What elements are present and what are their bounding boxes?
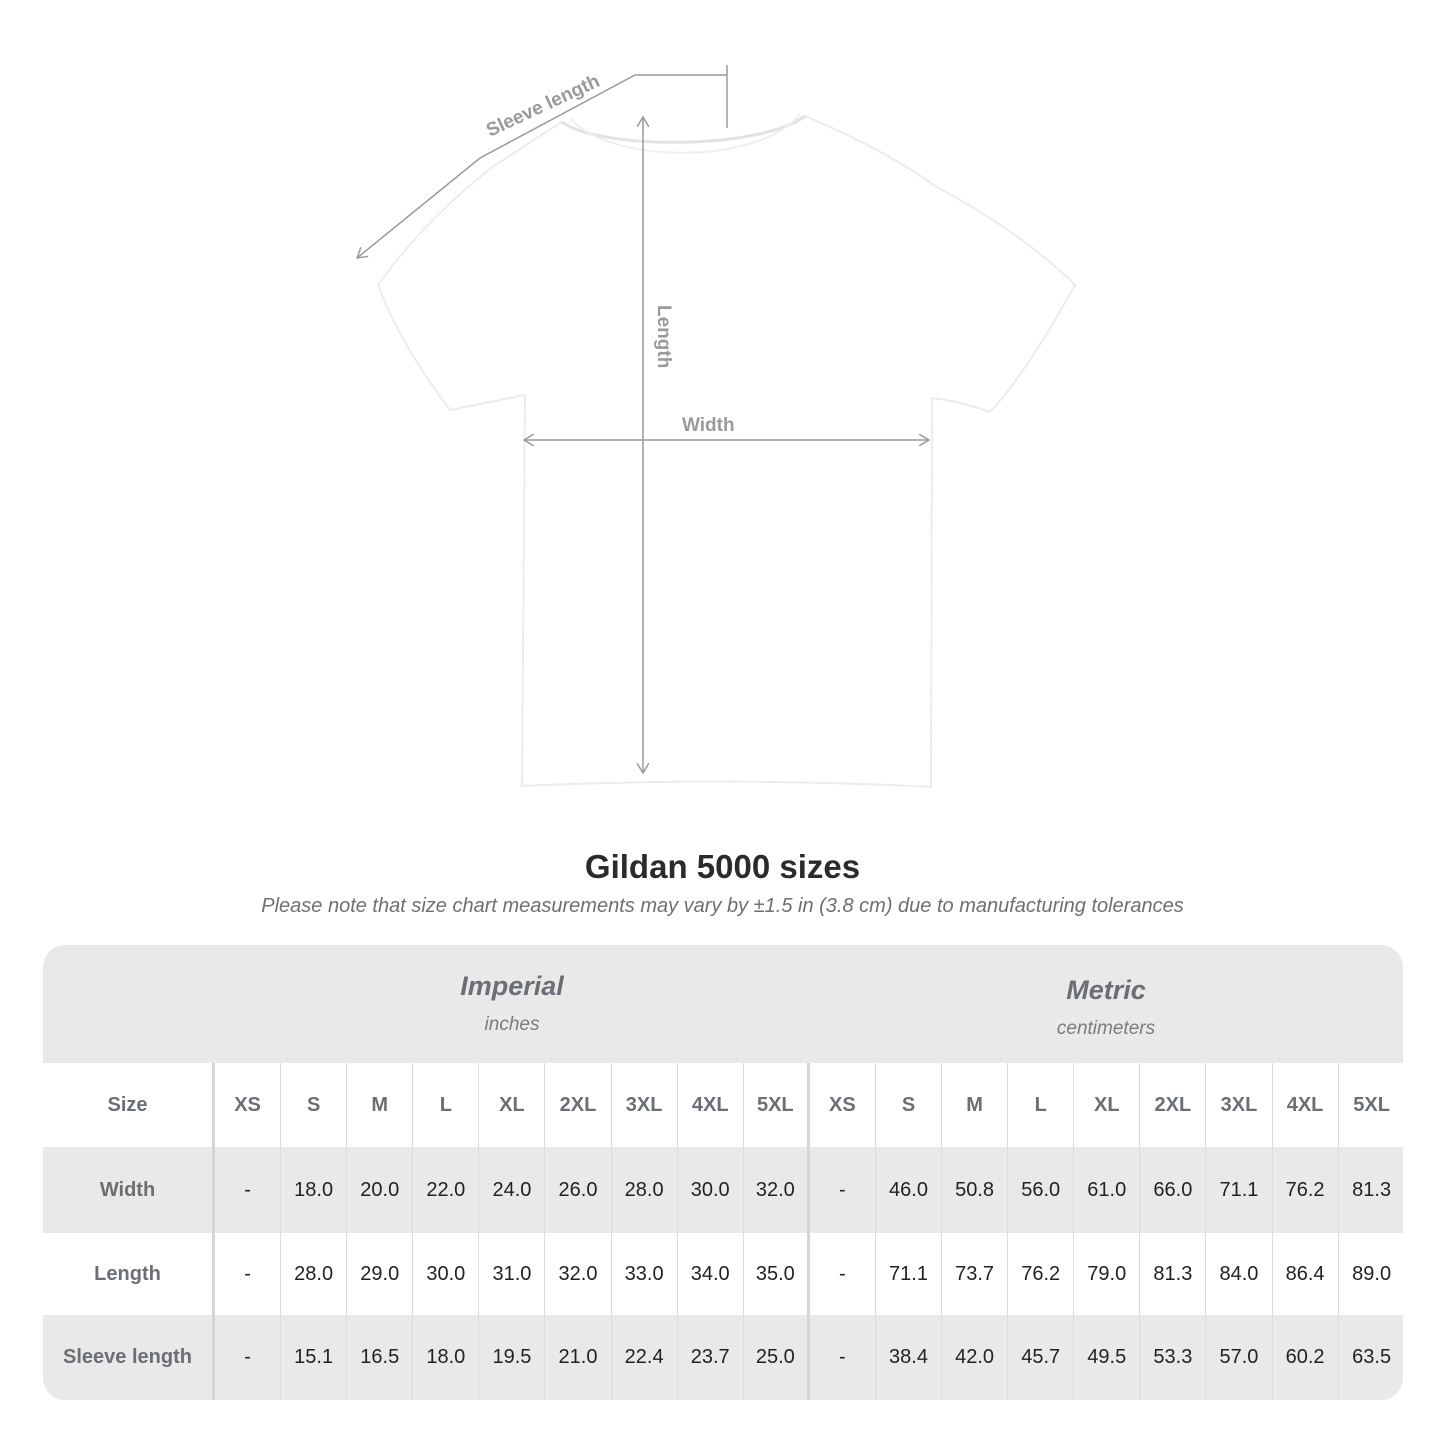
imperial-value-cell: 22.0 (413, 1147, 480, 1233)
imperial-value-cell: 23.7 (678, 1315, 744, 1400)
imperial-value-cell: 30.0 (413, 1233, 480, 1315)
metric-value-cell: 89.0 (1352, 1262, 1392, 1285)
imperial-value-cell: 21.0 (545, 1315, 612, 1400)
metric-label: Metric (1066, 975, 1146, 1005)
metric-value-cell: 81.3 (1352, 1178, 1392, 1201)
imperial-value-cell: 35.0 (744, 1233, 810, 1315)
metric-value-cell: 60.2 (1273, 1315, 1339, 1400)
imperial-value-cell: 20.0 (347, 1147, 414, 1233)
metric-value-cell: 46.0 (876, 1147, 943, 1233)
imperial-value-cell: - (215, 1147, 282, 1233)
metric-value-cell: 49.5 (1074, 1315, 1141, 1400)
row-label: Sleeve length (43, 1315, 215, 1400)
imperial-label: Imperial (460, 971, 564, 1001)
metric-size-header: 3XL (1206, 1063, 1273, 1147)
metric-size-header: XS (810, 1063, 876, 1147)
row-label: Width (43, 1147, 215, 1233)
metric-value-cell: 79.0 (1074, 1233, 1141, 1315)
imperial-value-cell: 32.0 (545, 1233, 612, 1315)
table-row: Width -18.0 20.0 22.0 24.0 26.0 28.0 30.0 32.0-4… (43, 1147, 1403, 1233)
imperial-size-header: L (413, 1063, 480, 1147)
metric-size-header: M (942, 1063, 1009, 1147)
tshirt-diagram: Sleeve length Length Width (0, 65, 1077, 789)
imperial-size-header: S (281, 1063, 348, 1147)
imperial-value-cell: 26.0 (545, 1147, 612, 1233)
metric-size-header: L (1008, 1063, 1075, 1147)
metric-value-cell: 86.4 (1273, 1233, 1339, 1315)
imperial-value-cell: 29.0 (347, 1233, 414, 1315)
imperial-size-header: XL (479, 1063, 546, 1147)
imperial-value-cell: - (215, 1315, 282, 1400)
table-row: Length -28.0 29.0 30.0 31.0 32.0 33.0 34.0 35.0-… (43, 1233, 1403, 1315)
metric-value-cell: - (810, 1233, 876, 1315)
metric-value-cell: 76.2 (1273, 1147, 1339, 1233)
metric-value-cell: 42.0 (942, 1315, 1009, 1400)
metric-value-cell: 57.0 (1206, 1315, 1273, 1400)
imperial-value-cell: - (215, 1233, 282, 1315)
metric-value-cell: - (810, 1147, 876, 1233)
metric-value-cell: 71.1 (876, 1233, 943, 1315)
metric-value-cell: 73.7 (942, 1233, 1009, 1315)
metric-size-header: 4XL (1273, 1063, 1339, 1147)
metric-value-cell: 66.0 (1140, 1147, 1207, 1233)
metric-size-header: 2XL (1140, 1063, 1207, 1147)
imperial-value-cell: 31.0 (479, 1233, 546, 1315)
metric-value-cell: 38.4 (876, 1315, 943, 1400)
imperial-value-cell: 16.5 (347, 1315, 414, 1400)
metric-value-cell: 50.8 (942, 1147, 1009, 1233)
table-header-row: Size XS S M L XL 2XL 3XL 4XL 5XL XS S M L XL 2XL 3XL 4XL 5… (43, 1063, 1403, 1147)
table-row: Sleeve length -15.1 16.5 18.0 19.5 21.0 22.4 23… (43, 1315, 1403, 1400)
metric-value-cell: 61.0 (1074, 1147, 1141, 1233)
imperial-size-header: 2XL (545, 1063, 612, 1147)
imperial-value-cell: 30.0 (678, 1147, 744, 1233)
metric-value-cell: 63.5 (1352, 1346, 1392, 1368)
metric-size-header: XL (1074, 1063, 1141, 1147)
metric-value-cell: 56.0 (1008, 1147, 1075, 1233)
sleeve-measure-line (357, 74, 727, 258)
metric-value-cell: 71.1 (1206, 1147, 1273, 1233)
imperial-unit: inches (484, 1014, 540, 1035)
size-table: Imperial inches Metric centimeters Size X… (43, 945, 1403, 1400)
imperial-value-cell: 18.0 (413, 1315, 480, 1400)
metric-size-header: 5XL (1353, 1093, 1390, 1116)
imperial-value-cell: 25.0 (744, 1315, 810, 1400)
imperial-value-cell: 28.0 (281, 1233, 348, 1315)
metric-value-cell: 53.3 (1140, 1315, 1207, 1400)
imperial-value-cell: 18.0 (281, 1147, 348, 1233)
imperial-header: Imperial inches (215, 945, 809, 1063)
imperial-value-cell: 32.0 (744, 1147, 810, 1233)
metric-value-cell: 76.2 (1008, 1233, 1075, 1315)
metric-value-cell: - (810, 1315, 876, 1400)
metric-value-cell: 84.0 (1206, 1233, 1273, 1315)
size-header: Size (43, 1063, 215, 1147)
imperial-value-cell: 34.0 (678, 1233, 744, 1315)
metric-size-header: S (876, 1063, 943, 1147)
tolerance-note: Please note that size chart measurements… (261, 895, 1184, 917)
row-label: Length (43, 1233, 215, 1315)
imperial-size-header: 3XL (612, 1063, 678, 1147)
imperial-value-cell: 19.5 (479, 1315, 546, 1400)
imperial-value-cell: 33.0 (612, 1233, 678, 1315)
metric-unit: centimeters (1056, 1018, 1156, 1039)
chart-title: Gildan 5000 sizes (584, 848, 861, 885)
metric-value-cell: 81.3 (1140, 1233, 1207, 1315)
imperial-value-cell: 24.0 (479, 1147, 546, 1233)
imperial-size-header: M (347, 1063, 414, 1147)
tshirt-shape (376, 114, 1077, 789)
imperial-size-header: 5XL (744, 1063, 810, 1147)
imperial-value-cell: 15.1 (281, 1315, 348, 1400)
metric-header: Metric centimeters (809, 945, 1403, 1063)
imperial-size-header: XS (215, 1063, 282, 1147)
metric-value-cell: 45.7 (1008, 1315, 1075, 1400)
length-label: Length (653, 305, 674, 368)
imperial-value-cell: 28.0 (612, 1147, 678, 1233)
imperial-value-cell: 22.4 (612, 1315, 678, 1400)
imperial-size-header: 4XL (678, 1063, 744, 1147)
width-label: Width (682, 415, 735, 436)
